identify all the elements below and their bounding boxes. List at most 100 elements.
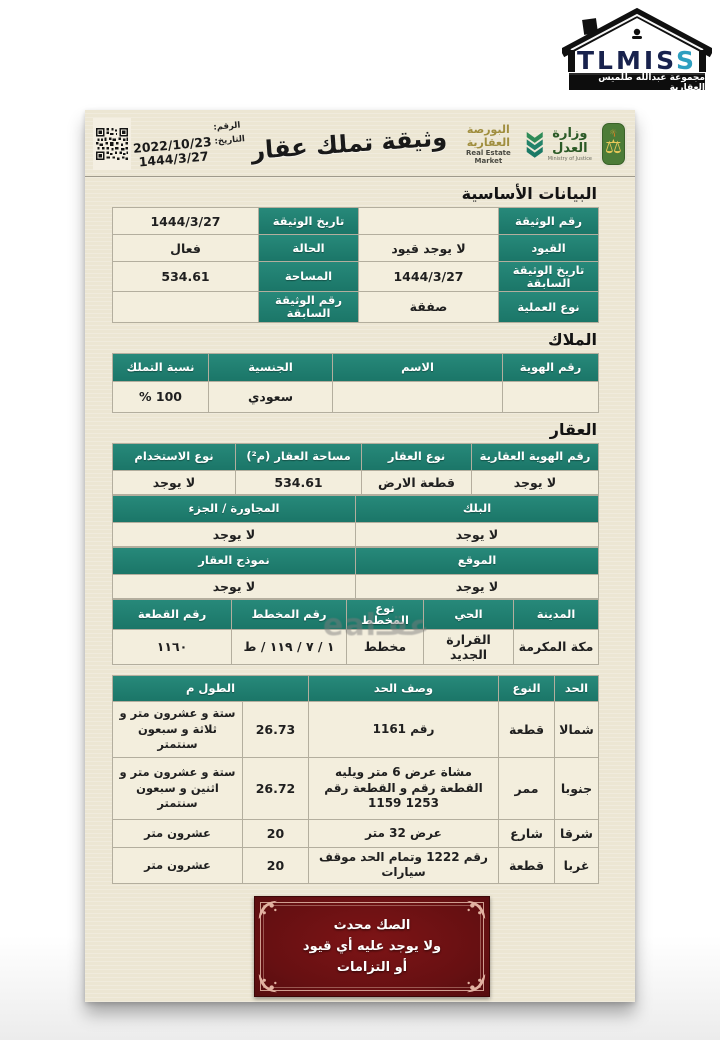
boundary-type: ممر <box>498 757 554 820</box>
boundary-length-words: ستة و عشرون متر و ثلاثة و سبعون سنتمتر <box>112 701 242 758</box>
column-header: الجنسية <box>208 353 332 382</box>
column-header: الاسم <box>332 353 502 382</box>
meta-values: 2022/10/23 1444/3/27 <box>131 121 213 170</box>
property-table-row-a: رقم الهوية العقارية نوع العقار مساحة الع… <box>112 442 599 495</box>
deed-document: 🌴 ⚖ وزارة العدل Ministry of Justice البور… <box>85 110 635 1002</box>
boundary-side: جنوبا <box>554 757 598 820</box>
column-header: المدينة <box>513 599 598 630</box>
property-usage: لا يوجد <box>112 470 235 495</box>
column-header: الطول م <box>112 675 308 702</box>
field-label: المساحة <box>258 262 358 293</box>
aqar-deal-watermark: عقـeal <box>323 608 430 643</box>
field-label: نوع العملية <box>498 292 598 323</box>
column-header: نوع المخطط <box>346 599 423 630</box>
boundary-side: شمالا <box>554 701 598 758</box>
company-logo-wordmark: TLMISS <box>576 46 698 75</box>
company-logo: TLMISS مجموعة عبدالله طلميس العقارية <box>562 4 712 94</box>
column-header: الحي <box>423 599 513 630</box>
owner-nationality: سعودي <box>208 381 332 413</box>
qr-code <box>93 118 131 170</box>
field-label: الحالة <box>258 235 358 262</box>
field-value: 1444/3/27 <box>112 208 258 235</box>
boundary-description: عرض 32 متر <box>308 819 498 848</box>
basic-data-table: رقم الوثيقة تاريخ الوثيقة 1444/3/27 القي… <box>112 207 599 323</box>
boundary-length: 26.72 <box>242 757 308 820</box>
property-block: لا يوجد <box>355 522 598 547</box>
corner-ornament-icon <box>257 899 279 921</box>
corner-ornament-icon <box>257 972 279 994</box>
plot-number: ١١٦٠ <box>112 629 231 665</box>
boundary-side: غربا <box>554 847 598 885</box>
field-value <box>112 292 258 323</box>
boundary-length-words: عشرون متر <box>112 847 242 885</box>
property-table-row-b: البلك المجاورة / الجزء لا يوجد لا يوجد <box>112 494 599 547</box>
deed-header: 🌴 ⚖ وزارة العدل Ministry of Justice البور… <box>85 110 635 177</box>
column-header: الموقع <box>355 547 598 575</box>
column-header: النوع <box>498 675 554 702</box>
deed-status-stamp: الصك محدث ولا يوجد عليه أي قيود أو التزا… <box>254 896 490 997</box>
column-header: رقم الهوية <box>502 353 598 382</box>
property-table-row-d: المدينة الحي نوع المخطط رقم المخطط رقم ا… <box>112 598 599 665</box>
field-label: القيود <box>498 235 598 262</box>
field-value: لا يوجد قيود <box>358 235 498 262</box>
column-header: نوع العقار <box>361 443 471 471</box>
meta-labels: الرقم: التاريخ: <box>212 120 246 147</box>
field-value: صفقة <box>358 292 498 323</box>
company-logo-banner: مجموعة عبدالله طلميس العقارية <box>569 73 705 93</box>
boundaries-table: الحد النوع وصف الحد الطول م شمالا قطعة ر… <box>112 674 599 885</box>
rem-name-arabic: البورصة العقارية <box>466 123 511 149</box>
column-header: نوع الاستخدام <box>112 443 235 471</box>
owner-share: 100 % <box>112 381 208 413</box>
column-header: رقم المخطط <box>231 599 346 630</box>
field-label: رقم الوثيقة <box>498 208 598 235</box>
column-header: البلك <box>355 495 598 523</box>
boundary-type: قطعة <box>498 701 554 758</box>
deed-number-date: الرقم: التاريخ: 2022/10/23 1444/3/27 <box>131 118 246 170</box>
boundary-length: 20 <box>242 847 308 885</box>
column-header: نسبة التملك <box>112 353 208 382</box>
boundary-type: قطعة <box>498 847 554 885</box>
plan-number: ١ / ٧ / ١١٩ / ط <box>231 629 346 665</box>
property-type: قطعة الارض <box>361 470 471 495</box>
property-area: 534.61 <box>235 470 361 495</box>
rem-name-english: Real Estate Market <box>465 149 511 165</box>
corner-ornament-icon <box>465 972 487 994</box>
ministry-name-arabic: وزارة العدل <box>552 126 588 156</box>
field-value: فعال <box>112 235 258 262</box>
column-header: رقم الهوية العقارية <box>471 443 598 471</box>
boundary-length-words: ستة و عشرون متر و اثنين و سبعون سنتمتر <box>112 757 242 820</box>
column-header: رقم القطعة <box>112 599 231 630</box>
column-header: الحد <box>554 675 598 702</box>
boundary-description: رقم 1161 <box>308 701 498 758</box>
boundary-description: رقم 1222 وتمام الحد موقف سيارات <box>308 847 498 885</box>
stamp-line: أو التزامات <box>336 960 408 975</box>
corner-ornament-icon <box>465 899 487 921</box>
property-city: مكة المكرمة <box>513 629 598 665</box>
property-adjacent-part: لا يوجد <box>112 522 355 547</box>
owners-table: رقم الهوية الاسم الجنسية نسبة التملك سعو… <box>112 352 599 413</box>
field-value: 1444/3/27 <box>358 262 498 293</box>
house-icon <box>562 7 712 72</box>
section-title-basic: البيانات الأساسية <box>461 184 597 203</box>
boundary-type: شارع <box>498 819 554 848</box>
section-title-property: العقار <box>549 419 597 439</box>
owner-id <box>502 381 598 413</box>
property-location: لا يوجد <box>355 574 598 599</box>
field-label: رقم الوثيقة السابقة <box>258 292 358 323</box>
column-header: مساحة العقار (م²) <box>235 443 361 471</box>
column-header: المجاورة / الجزء <box>112 495 355 523</box>
boundary-length: 20 <box>242 819 308 848</box>
field-label: تاريخ الوثيقة السابقة <box>498 262 598 293</box>
boundary-description: مشاة عرض 6 متر ويليه القطعة رقم و القطعة… <box>308 757 498 820</box>
real-estate-market-logo: البورصة العقارية Real Estate Market <box>457 123 544 165</box>
column-header: نموذج العقار <box>112 547 355 575</box>
stamp-line: الصك محدث <box>333 918 411 933</box>
ministry-name-english: Ministry of Justice <box>547 156 593 162</box>
ministry-of-justice-logo: 🌴 ⚖ وزارة العدل Ministry of Justice <box>544 121 627 167</box>
chevrons-icon <box>526 131 543 158</box>
section-title-owners: الملاك <box>547 329 597 349</box>
boundary-length-words: عشرون متر <box>112 819 242 848</box>
field-value: 534.61 <box>112 262 258 293</box>
ministry-emblem-icon: 🌴 ⚖ <box>599 121 627 167</box>
column-header: وصف الحد <box>308 675 498 702</box>
